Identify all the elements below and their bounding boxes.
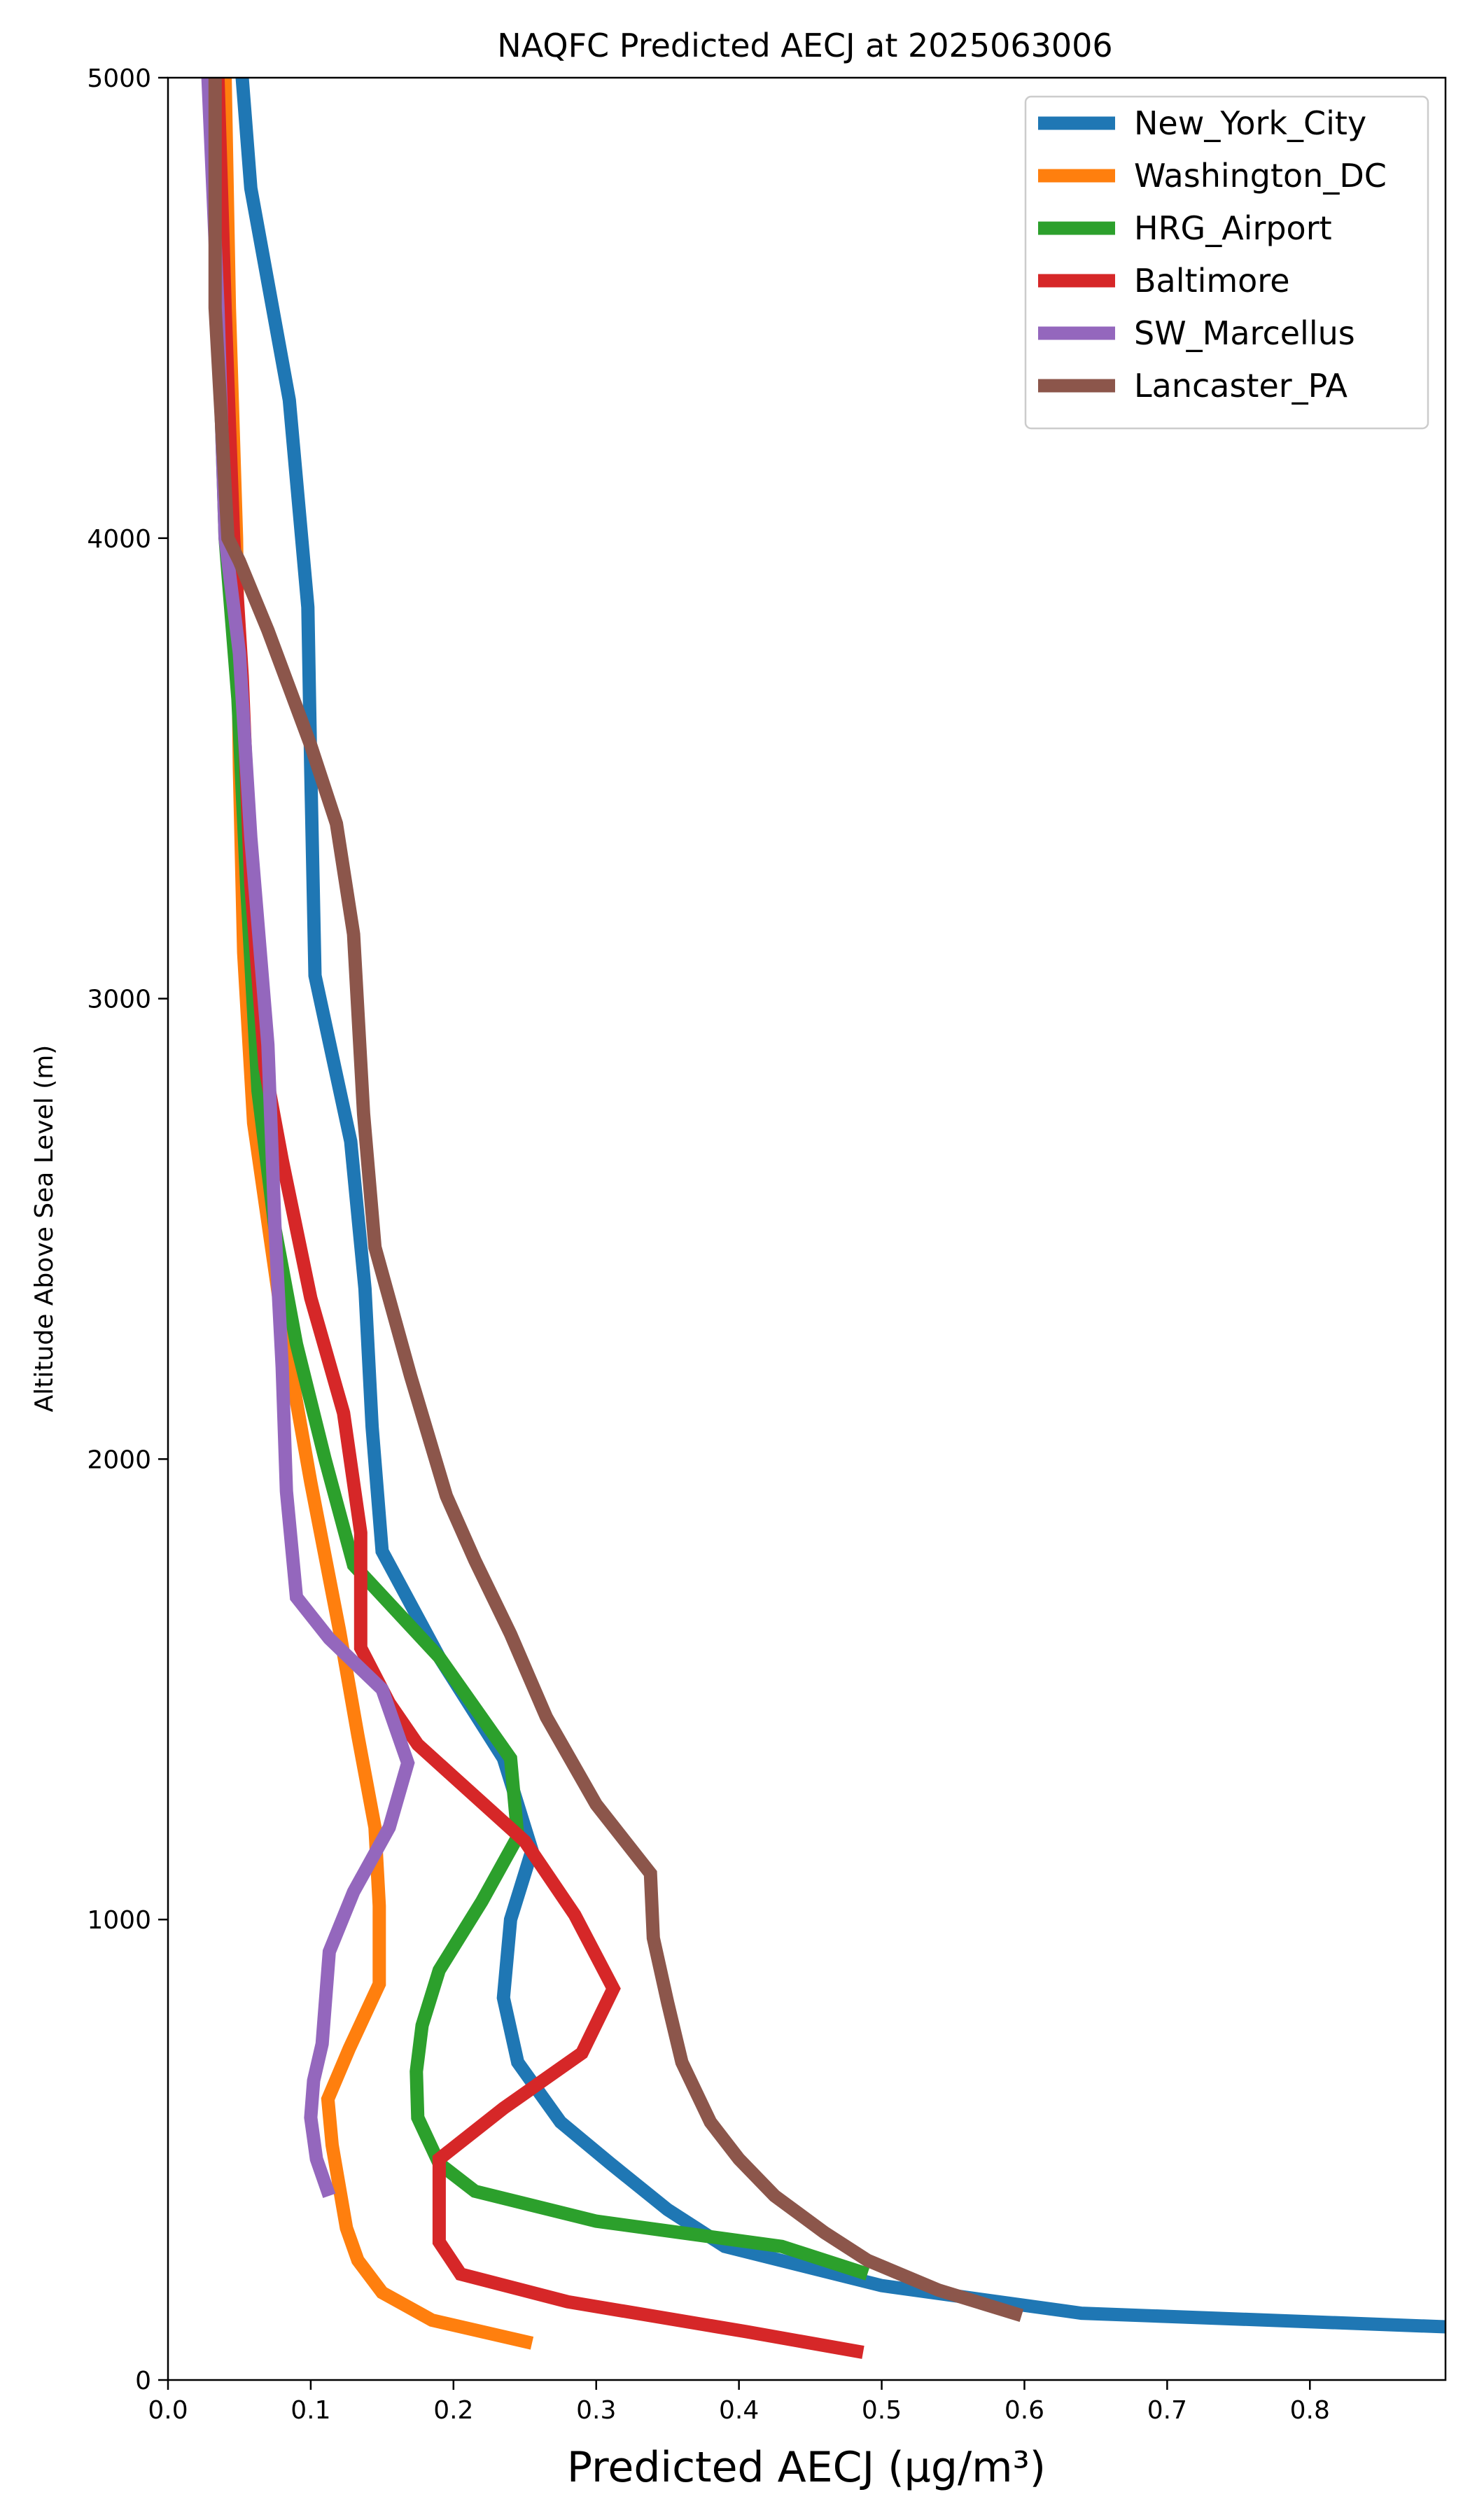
legend-label: HRG_Airport [1134, 209, 1332, 247]
y-tick-label: 5000 [87, 64, 151, 93]
axes-frame [167, 76, 1447, 2381]
legend: New_York_City Washington_DC HRG_Airport Bal… [1024, 95, 1429, 430]
x-tick-label: 0.3 [576, 2396, 616, 2425]
y-axis-label: Altitude Above Sea Level (m) [30, 1045, 59, 1413]
x-axis-label: Predicted AECJ (μg/m³) [567, 2443, 1046, 2492]
legend-box [1024, 95, 1429, 430]
x-tick-label: 0.4 [719, 2396, 759, 2425]
series-line-lancaster-pa [208, 78, 1024, 2322]
legend-label: New_York_City [1134, 104, 1366, 142]
y-tick-label: 3000 [87, 986, 151, 1014]
x-tick-label: 0.0 [148, 2396, 188, 2425]
x-tick-label: 0.6 [1004, 2396, 1044, 2425]
x-tick-label: 0.2 [433, 2396, 473, 2425]
y-axis: 0 1000 2000 3000 4000 5000 [87, 64, 168, 2395]
legend-label: Baltimore [1134, 262, 1290, 300]
legend-label: Washington_DC [1134, 157, 1387, 195]
x-tick-label: 0.1 [290, 2396, 330, 2425]
y-tick-label: 1000 [87, 1906, 151, 1935]
chart-title: NAQFC Predicted AECJ at 2025063006 [497, 27, 1112, 64]
legend-label: SW_Marcellus [1134, 314, 1355, 352]
y-tick-label: 2000 [87, 1446, 151, 1474]
legend-label: Lancaster_PA [1134, 367, 1348, 405]
series-line-sw-marcellus [201, 78, 415, 2199]
x-axis: 0.0 0.1 0.2 0.3 0.4 0.5 0.6 0.7 0.8 [148, 2380, 1330, 2425]
y-tick-label: 4000 [87, 525, 151, 554]
x-tick-label: 0.8 [1290, 2396, 1330, 2425]
x-tick-label: 0.5 [862, 2396, 902, 2425]
y-tick-label: 0 [135, 2367, 151, 2395]
x-tick-label: 0.7 [1147, 2396, 1187, 2425]
series-lines [201, 78, 1446, 2359]
